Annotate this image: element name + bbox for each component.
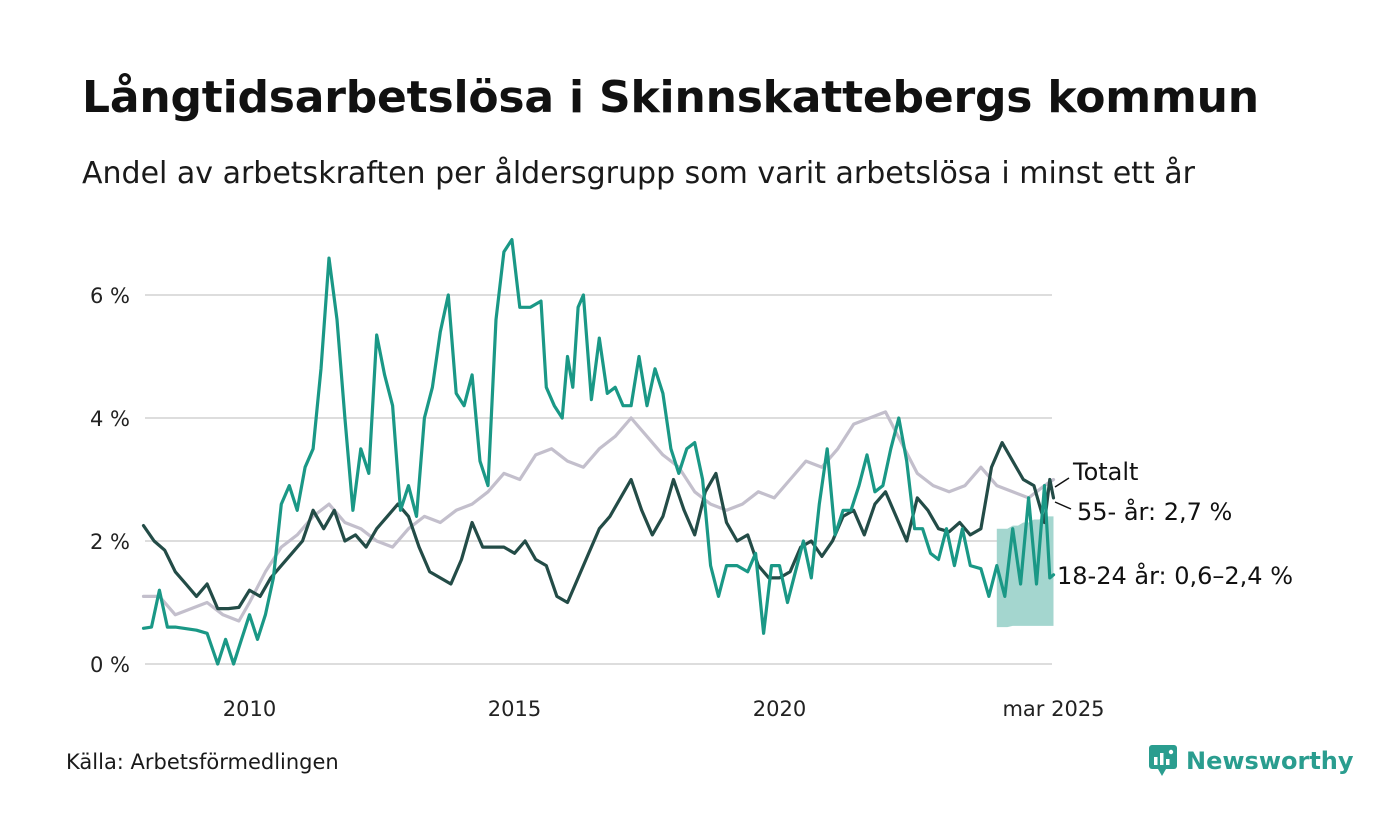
label-leader-line xyxy=(1054,501,1072,510)
gridlines xyxy=(145,294,1052,665)
label-leader-line xyxy=(1054,477,1070,488)
y-tick-label: 6 % xyxy=(90,284,130,308)
source-note: Källa: Arbetsförmedlingen xyxy=(66,750,339,774)
series-labels: Totalt 55- år: 2,7 % 18-24 år: 0,6–2,4 % xyxy=(1054,458,1293,590)
series-label-0: Totalt xyxy=(1072,458,1138,486)
y-tick-label: 0 % xyxy=(90,653,130,677)
chart-title: Långtidsarbetslösa i Skinnskattebergs ko… xyxy=(82,72,1259,123)
series-lines xyxy=(141,238,1056,666)
chart-subtitle: Andel av arbetskraften per åldersgrupp s… xyxy=(82,156,1195,191)
y-tick-label: 2 % xyxy=(90,530,130,554)
newsworthy-logo-icon xyxy=(1149,745,1177,776)
x-tick-label: 2020 xyxy=(753,697,806,721)
brand-name: Newsworthy xyxy=(1186,747,1354,775)
series-label-2: 18-24 år: 0,6–2,4 % xyxy=(1057,561,1293,590)
series-line-2 xyxy=(141,238,1056,666)
y-axis-ticks: 0 % 2 % 4 % 6 % xyxy=(90,284,130,677)
x-tick-label: 2015 xyxy=(488,697,541,721)
series-label-1: 55- år: 2,7 % xyxy=(1077,497,1232,526)
x-tick-label: mar 2025 xyxy=(1002,697,1104,721)
brand: Newsworthy xyxy=(1148,744,1354,778)
x-axis-ticks: 2010 2015 2020 mar 2025 xyxy=(223,697,1105,721)
y-tick-label: 4 % xyxy=(90,407,130,431)
x-tick-label: 2010 xyxy=(223,697,276,721)
